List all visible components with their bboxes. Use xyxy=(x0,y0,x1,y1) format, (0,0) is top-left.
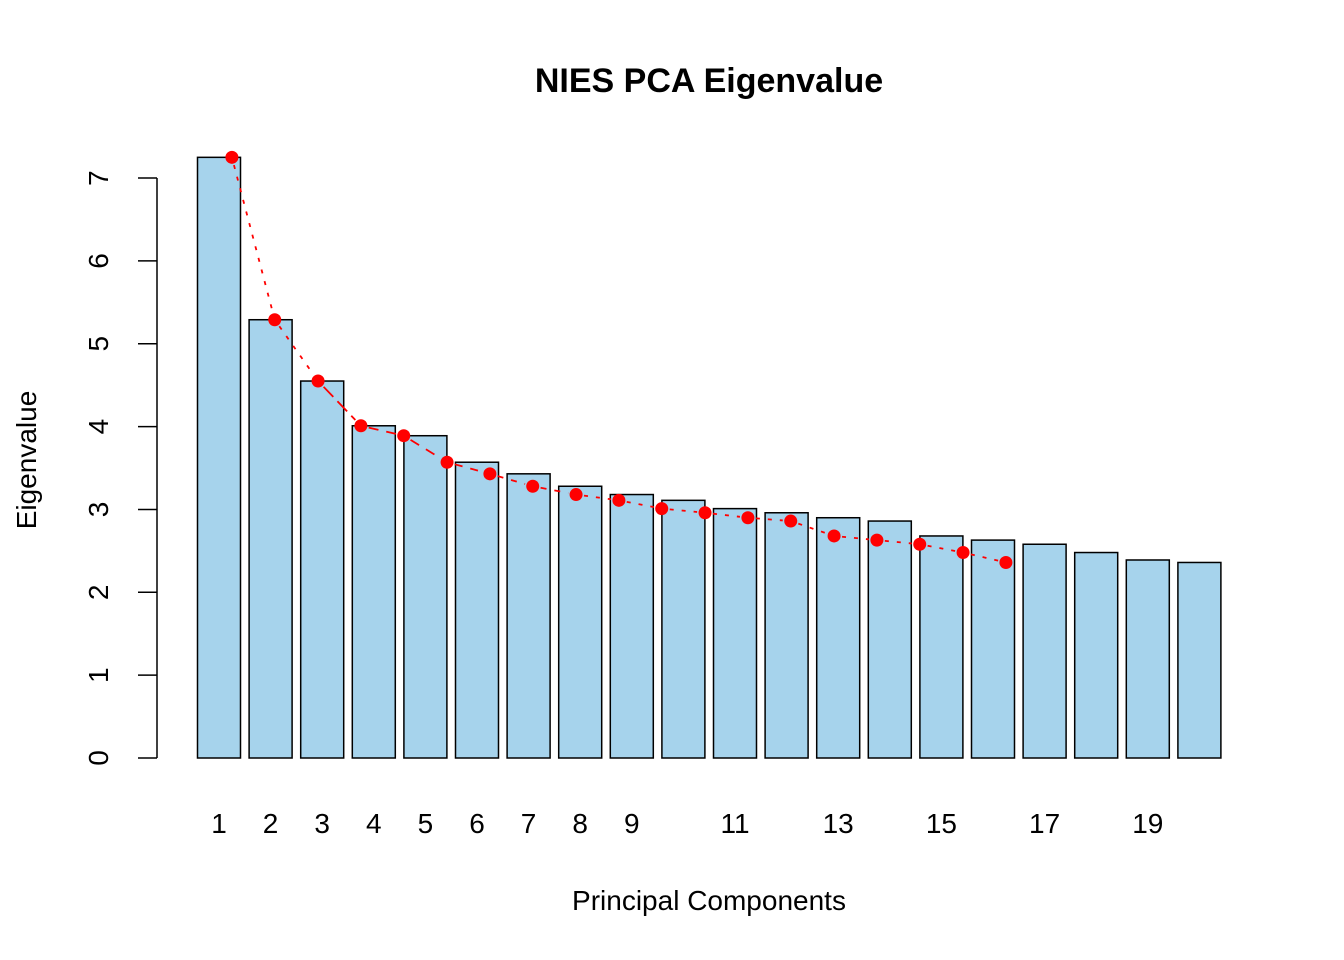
line-point xyxy=(311,374,325,388)
line-segment xyxy=(712,512,741,518)
line-point xyxy=(225,150,239,164)
line-segment xyxy=(755,517,783,522)
y-axis: 0 1 2 3 4 5 6 7 xyxy=(83,170,158,766)
x-tick-label: 15 xyxy=(926,808,957,839)
line-segment xyxy=(970,553,999,562)
line-segment xyxy=(626,500,655,508)
line-point xyxy=(483,467,497,481)
bar xyxy=(351,425,397,759)
bar xyxy=(764,512,809,759)
bar xyxy=(609,493,655,759)
bar xyxy=(815,516,861,759)
line-segment xyxy=(540,486,569,494)
line-segment xyxy=(454,463,483,473)
chart-title: NIES PCA Eigenvalue xyxy=(535,62,883,100)
y-tick-label: 2 xyxy=(83,585,114,601)
bar xyxy=(248,318,293,759)
y-tick-label: 6 xyxy=(83,253,114,269)
bar xyxy=(403,434,448,759)
x-tick-labels: 1 2 3 4 5 6 7 8 9 11 13 15 17 19 xyxy=(211,808,1163,839)
bar xyxy=(196,156,242,759)
line-point xyxy=(397,429,411,443)
line-segment xyxy=(841,535,870,541)
bar xyxy=(1125,559,1171,759)
x-axis-label: Principal Components xyxy=(572,885,846,916)
x-tick-label: 2 xyxy=(263,808,279,839)
y-tick-label: 3 xyxy=(83,502,114,518)
y-tick-label: 1 xyxy=(83,667,114,683)
line-segment xyxy=(497,475,526,485)
bar xyxy=(557,485,603,759)
bar xyxy=(454,461,500,759)
y-tick-label: 0 xyxy=(83,750,114,766)
bar xyxy=(661,499,706,759)
line-point xyxy=(354,419,368,433)
bar xyxy=(1177,561,1222,759)
x-tick-label: 17 xyxy=(1029,808,1060,839)
line-point xyxy=(440,455,454,469)
line-point xyxy=(827,529,841,543)
x-tick-label: 1 xyxy=(211,808,227,839)
line-segment xyxy=(410,439,441,459)
bar xyxy=(970,539,1016,759)
bar xyxy=(506,473,551,759)
bar xyxy=(712,507,758,759)
line-series xyxy=(225,150,1013,569)
line-segment xyxy=(583,494,612,501)
line-segment xyxy=(797,522,827,535)
x-tick-label: 9 xyxy=(624,808,640,839)
bar xyxy=(867,520,913,759)
x-tick-label: 13 xyxy=(823,808,854,839)
bar xyxy=(1073,551,1119,759)
line-point xyxy=(612,493,626,507)
line-segment xyxy=(233,164,274,313)
x-tick-label: 11 xyxy=(720,808,749,839)
x-tick-label: 3 xyxy=(314,808,330,839)
x-tick-label: 8 xyxy=(572,808,588,839)
line-point xyxy=(784,514,798,528)
line-point xyxy=(268,313,282,327)
line-point xyxy=(569,488,583,502)
line-segment xyxy=(278,325,315,376)
x-tick-label: 19 xyxy=(1132,808,1163,839)
line-point xyxy=(526,479,540,493)
bar xyxy=(1022,543,1067,759)
x-tick-label: 5 xyxy=(418,808,434,839)
bar xyxy=(299,380,345,759)
line-segment xyxy=(927,544,956,552)
y-tick-label: 7 xyxy=(83,170,114,186)
line-segment xyxy=(368,426,397,435)
y-tick-label: 4 xyxy=(83,419,114,435)
line-segment xyxy=(322,386,357,421)
line-point xyxy=(999,555,1013,569)
x-tick-label: 6 xyxy=(469,808,485,839)
y-axis-label: Eigenvalue xyxy=(11,391,42,530)
line-point xyxy=(870,533,884,547)
line-point xyxy=(913,537,927,551)
line-segment xyxy=(669,508,698,513)
line-point xyxy=(655,502,669,516)
x-tick-label: 7 xyxy=(521,808,537,839)
y-tick-label: 5 xyxy=(83,336,114,352)
line-point xyxy=(956,546,970,560)
bar xyxy=(919,535,964,759)
line-segment xyxy=(884,539,912,545)
line-point xyxy=(741,511,755,525)
x-tick-label: 4 xyxy=(366,808,382,839)
line-point xyxy=(698,506,712,520)
bars xyxy=(196,156,1222,759)
